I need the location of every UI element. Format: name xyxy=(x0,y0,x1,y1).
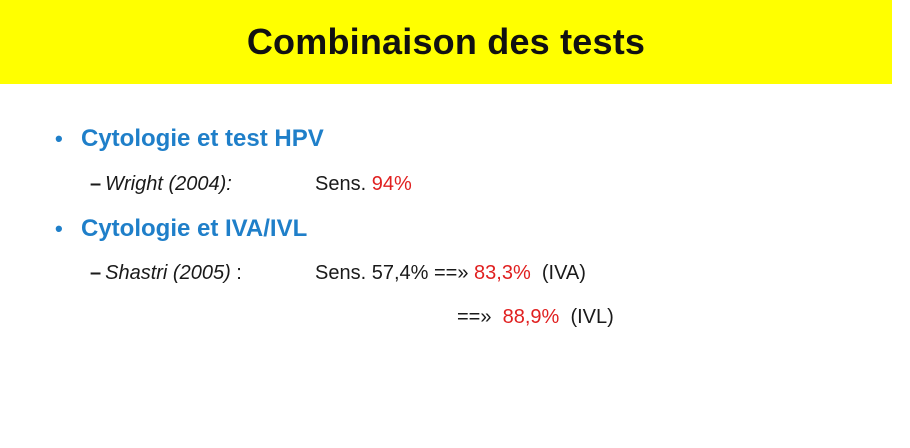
sens-value: 94% xyxy=(371,173,412,195)
dash-marker: – xyxy=(90,262,102,284)
bullet-cytologie-hpv: • Cytologie et test HPV xyxy=(55,125,324,153)
separator: : xyxy=(230,262,242,284)
sens-value: 83,3% xyxy=(474,262,531,284)
sensitivity-shastri-iva: Sens. 57,4% ==» 83,3% (IVA) xyxy=(315,262,586,285)
bullet-cytologie-iva-ivl: • Cytologie et IVA/IVL xyxy=(55,215,307,243)
title-banner: Combinaison des tests xyxy=(0,0,892,84)
bullet-dot-icon: • xyxy=(55,216,63,241)
dash-marker: – xyxy=(90,173,102,195)
bullet-dot-icon: • xyxy=(55,126,63,151)
bullet-label: Cytologie et test HPV xyxy=(81,125,324,152)
sensitivity-shastri-ivl: ==» 88,9% (IVL) xyxy=(457,306,614,329)
sens-label: Sens. 57,4% ==» xyxy=(315,262,469,284)
sens-value: 88,9% xyxy=(502,306,560,328)
slide-title: Combinaison des tests xyxy=(246,21,646,62)
sensitivity-wright: Sens. 94% xyxy=(315,173,412,196)
sub-item-wright: – Wright (2004): xyxy=(90,173,232,196)
arrow-symbol: ==» xyxy=(457,306,492,328)
sens-label: Sens. xyxy=(315,173,367,195)
author-citation: Shastri (2005) xyxy=(105,262,231,284)
method-label: (IVL) xyxy=(570,306,614,328)
method-label: (IVA) xyxy=(541,262,586,284)
bullet-label: Cytologie et IVA/IVL xyxy=(81,215,308,242)
author-citation: Wright (2004): xyxy=(105,173,232,195)
sub-item-shastri: – Shastri (2005) : xyxy=(90,262,242,285)
